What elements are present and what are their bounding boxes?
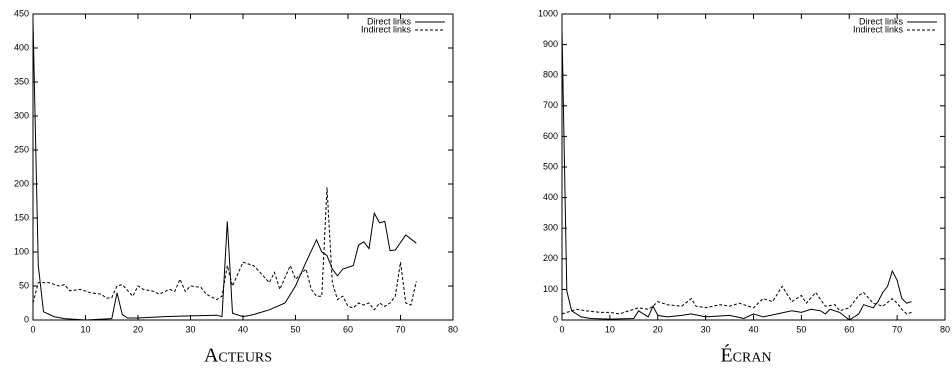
series-line <box>561 285 912 315</box>
x-tick-label: 70 <box>395 324 405 334</box>
chart: 0 100 200 300 400 500 600 700 800 900 1000 0 10 20 30 4… <box>538 8 950 367</box>
x-tick-label: 80 <box>448 324 458 334</box>
x-tick-label: 10 <box>605 324 615 334</box>
y-tick-label: 1000 <box>538 8 558 18</box>
x-tick-label: 70 <box>892 324 902 334</box>
x-tick-label: 0 <box>30 324 35 334</box>
series-line <box>32 20 417 321</box>
legend-label: Indirect links <box>853 24 904 34</box>
series-line <box>561 29 912 321</box>
x-tick-label: 20 <box>653 324 663 334</box>
x-tick-label: 40 <box>238 324 248 334</box>
y-tick-label: 200 <box>14 178 29 188</box>
plot-frame <box>32 13 454 321</box>
x-tick-label: 20 <box>133 324 143 334</box>
y-tick-label: 350 <box>14 76 29 86</box>
x-tick-label: 50 <box>796 324 806 334</box>
y-tick-label: 400 <box>14 42 29 52</box>
series-line <box>32 187 417 311</box>
x-tick-label: 80 <box>940 324 950 334</box>
legend-label: Indirect links <box>361 24 412 34</box>
x-tick-label: 50 <box>290 324 300 334</box>
y-tick-label: 700 <box>543 100 558 110</box>
y-tick-label: 300 <box>543 223 558 233</box>
y-tick-label: 250 <box>14 144 29 154</box>
y-tick-label: 450 <box>14 8 29 18</box>
y-tick-label: 400 <box>543 192 558 202</box>
y-tick-label: 0 <box>553 314 558 324</box>
y-tick-label: 0 <box>24 314 29 324</box>
chart-caption: Acteurs <box>204 345 272 367</box>
y-tick-label: 800 <box>543 70 558 80</box>
y-tick-label: 50 <box>19 280 29 290</box>
chart-caption: Écran <box>720 344 771 367</box>
plot-frame <box>561 13 946 321</box>
y-tick-label: 100 <box>543 284 558 294</box>
y-tick-label: 500 <box>543 161 558 171</box>
legend-label: Direct links <box>859 16 904 26</box>
y-tick-label: 100 <box>14 246 29 256</box>
x-tick-label: 0 <box>559 324 564 334</box>
y-tick-label: 150 <box>14 212 29 222</box>
y-tick-label: 900 <box>543 39 558 49</box>
x-tick-label: 30 <box>701 324 711 334</box>
y-tick-label: 600 <box>543 131 558 141</box>
x-tick-label: 40 <box>748 324 758 334</box>
x-tick-label: 10 <box>80 324 90 334</box>
x-tick-label: 30 <box>185 324 195 334</box>
x-tick-label: 60 <box>343 324 353 334</box>
y-tick-label: 200 <box>543 253 558 263</box>
chart: 0 50 100 150 200 250 300 350 400 450 0 10 20 30 40 50 60… <box>14 8 458 367</box>
y-tick-label: 300 <box>14 110 29 120</box>
legend-label: Direct links <box>367 16 412 26</box>
x-tick-label: 60 <box>844 324 854 334</box>
